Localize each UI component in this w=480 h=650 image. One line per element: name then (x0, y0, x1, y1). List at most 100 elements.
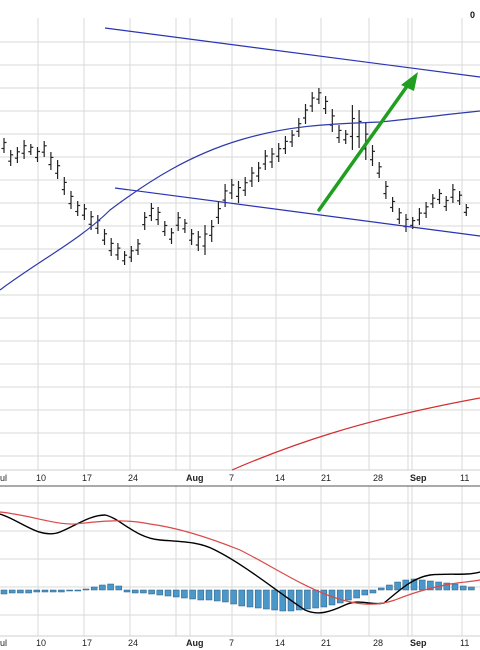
price-bar (155, 207, 161, 225)
price-bar (269, 148, 275, 168)
price-bar (108, 238, 114, 256)
macd-histogram-bar (451, 583, 459, 591)
macd-histogram-bar (205, 589, 213, 601)
price-bar (437, 189, 442, 204)
macd-histogram-bar (189, 589, 196, 600)
x-axis-labels: ul ul 10 10 17 17 24 24 Aug Aug 7 7 14 14 21 21 28 28 Sep S… (0, 473, 469, 648)
macd-x-tick-label: 10 (36, 638, 46, 648)
price-bar (142, 212, 148, 230)
macd-histogram-bar (336, 589, 344, 604)
price-bar (383, 181, 389, 199)
macd-histogram-bar (41, 589, 49, 593)
price-bar (81, 204, 87, 220)
macd-histogram-bar (17, 589, 24, 594)
price-bar (128, 246, 134, 262)
macd-histogram-bar (172, 589, 180, 598)
price-bar (35, 147, 40, 162)
macd-histogram-bar (181, 589, 188, 599)
macd-histogram-bar (468, 586, 475, 591)
macd-histogram-bar (312, 589, 319, 609)
price-bar (135, 239, 141, 255)
macd-histogram-bar (140, 589, 147, 594)
x-tick-label: Aug (186, 473, 204, 483)
macd-histogram-bar (49, 589, 57, 593)
macd-histogram-bar (394, 581, 401, 591)
macd-histogram-bar (246, 589, 254, 608)
macd-histogram-bar (279, 589, 287, 612)
price-bars (1, 88, 469, 265)
price-bar (195, 231, 201, 251)
price-bar (256, 162, 262, 182)
price-bar (262, 150, 268, 170)
macd-x-tick-label: 21 (321, 638, 331, 648)
macd-histogram-bar (254, 589, 262, 609)
price-bar (61, 177, 67, 195)
price-bar (75, 201, 81, 216)
macd-histogram-bar (131, 589, 139, 594)
price-bar (370, 145, 375, 166)
macd-x-tick-label: Sep (410, 638, 427, 648)
channel-lower-line (114, 187, 480, 237)
price-bar (122, 251, 128, 265)
price-bar (463, 204, 469, 216)
macd-histogram-bar (197, 589, 205, 601)
x-tick-label: 14 (275, 473, 285, 483)
macd-x-tick-label: 24 (128, 638, 138, 648)
macd-histogram-bar (459, 585, 467, 591)
price-bar (189, 229, 195, 245)
macd-histogram-bar (74, 589, 82, 592)
macd-histogram-bar (320, 589, 328, 608)
x-tick-label: 21 (321, 473, 331, 483)
macd-histogram-bar (25, 589, 32, 594)
macd-x-tick-label: 7 (229, 638, 234, 648)
price-bar (209, 220, 215, 242)
price-bar (242, 177, 248, 196)
macd-histogram-bar (213, 589, 221, 602)
x-tick-label: 7 (229, 473, 234, 483)
macd-histogram-bar (271, 589, 278, 611)
price-bar (336, 125, 342, 143)
x-tick-label: ul (0, 473, 7, 483)
price-bar (249, 167, 255, 187)
price-bar (390, 197, 396, 212)
price-bar (175, 212, 181, 231)
macd-x-tick-label: 17 (82, 638, 92, 648)
long-moving-average-line (231, 397, 480, 471)
price-bar (457, 191, 463, 205)
price-bar (289, 130, 295, 147)
price-bar (41, 141, 47, 157)
price-bar (14, 147, 20, 163)
channel-upper-line (104, 27, 480, 78)
macd-histogram-bar (0, 589, 8, 595)
x-tick-label: 11 (460, 473, 469, 483)
macd-signal-line (0, 511, 480, 605)
price-bar (148, 203, 154, 221)
macd-histogram-bar (369, 589, 377, 594)
macd-histogram-bar (238, 589, 246, 607)
macd-histogram-bar (99, 584, 106, 591)
x-tick-label: 17 (82, 473, 92, 483)
overlays (0, 27, 480, 471)
price-bar (215, 202, 221, 224)
macd-histogram-bar (90, 586, 98, 591)
macd-histogram-bar (353, 589, 360, 599)
price-bar (222, 184, 228, 207)
macd-histogram-bar (304, 589, 311, 610)
price-bar (316, 88, 322, 104)
macd-histogram-bar (418, 579, 426, 591)
x-tick-label: Sep (410, 473, 427, 483)
price-bar (282, 136, 288, 154)
x-tick-label: 10 (36, 473, 46, 483)
moving-average-line (0, 110, 480, 291)
price-bar (416, 208, 422, 225)
price-bar (68, 191, 74, 209)
macd-panel (0, 511, 480, 614)
price-bar (236, 181, 241, 203)
macd-histogram-bar (345, 589, 352, 601)
price-bar (276, 143, 282, 162)
macd-histogram-bar (82, 588, 90, 591)
macd-histogram-bar (386, 584, 393, 591)
price-bar (115, 243, 121, 260)
price-bar (21, 140, 27, 159)
price-bar (229, 179, 235, 199)
